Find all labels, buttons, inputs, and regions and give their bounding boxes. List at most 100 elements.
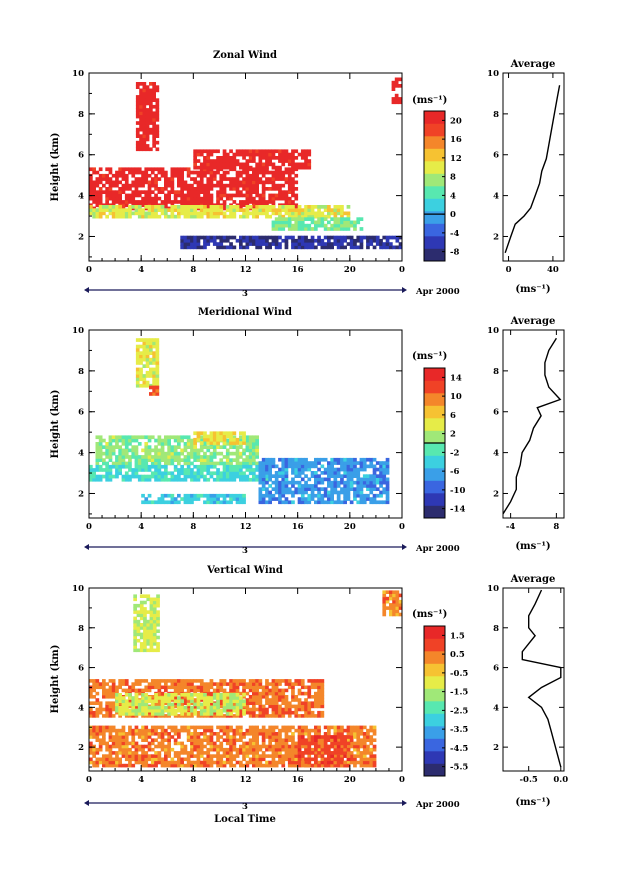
heatmap-cell bbox=[190, 693, 194, 697]
heatmap-cell bbox=[291, 165, 295, 170]
heatmap-cell bbox=[232, 458, 237, 462]
heatmap-cell bbox=[209, 712, 214, 716]
heatmap-cell bbox=[281, 461, 286, 465]
heatmap-cell bbox=[320, 741, 325, 746]
heatmap-cell bbox=[102, 725, 106, 730]
heatmap-cell bbox=[167, 493, 171, 498]
heatmap-cell bbox=[307, 487, 312, 491]
heatmap-cell bbox=[139, 645, 144, 649]
heatmap-cell bbox=[245, 196, 250, 201]
heatmap-cell bbox=[196, 685, 201, 690]
heatmap-cell bbox=[164, 180, 168, 185]
heatmap-cell bbox=[108, 735, 113, 739]
heatmap-cell bbox=[92, 471, 96, 476]
heatmap-cell bbox=[137, 477, 142, 482]
heatmap-cell bbox=[167, 725, 171, 730]
heatmap-cell bbox=[391, 80, 396, 85]
heatmap-cell bbox=[111, 714, 116, 718]
heatmap-cell bbox=[147, 477, 152, 482]
heatmap-cell bbox=[203, 702, 207, 707]
heatmap-cell bbox=[245, 682, 250, 686]
heatmap-cell bbox=[216, 760, 220, 765]
heatmap-cell bbox=[284, 728, 289, 733]
heatmap-cell bbox=[284, 208, 289, 212]
heatmap-cell bbox=[137, 214, 142, 219]
heatmap-cell bbox=[95, 180, 100, 185]
heatmap-cell bbox=[160, 474, 165, 479]
heatmap-cell bbox=[177, 205, 181, 209]
heatmap-cell bbox=[134, 708, 139, 713]
heatmap-cell bbox=[219, 763, 224, 768]
heatmap-cell bbox=[115, 705, 119, 710]
heatmap-cell bbox=[160, 738, 165, 742]
heatmap-cell bbox=[98, 200, 103, 204]
heatmap-cell bbox=[173, 167, 178, 172]
heatmap-cell bbox=[359, 490, 364, 495]
heatmap-cell bbox=[128, 714, 132, 718]
heatmap-cell bbox=[336, 238, 341, 243]
heatmap-cell bbox=[155, 388, 160, 393]
heatmap-cell bbox=[268, 728, 272, 733]
heatmap-cell bbox=[134, 714, 139, 718]
heatmap-cell bbox=[291, 152, 295, 157]
heatmap-cell bbox=[346, 227, 351, 231]
heatmap-cell bbox=[265, 152, 269, 157]
heatmap-cell bbox=[271, 200, 276, 204]
heatmap-cell bbox=[330, 754, 334, 758]
heatmap-cell bbox=[258, 156, 263, 160]
heatmap-cell bbox=[356, 238, 361, 243]
heatmap-cell bbox=[142, 118, 147, 122]
heatmap-cell bbox=[115, 471, 119, 476]
heatmap-cell bbox=[281, 156, 286, 160]
heatmap-cell bbox=[152, 367, 156, 372]
heatmap-cell bbox=[242, 214, 246, 219]
heatmap-cell bbox=[268, 500, 272, 505]
heatmap-cell bbox=[304, 467, 308, 472]
heatmap-cell bbox=[258, 193, 263, 198]
heatmap-cell bbox=[297, 227, 302, 231]
heatmap-cell bbox=[144, 448, 149, 453]
heatmap-cell bbox=[304, 152, 308, 157]
heatmap-cell bbox=[164, 744, 168, 749]
heatmap-cell bbox=[314, 741, 318, 746]
heatmap-cell bbox=[137, 691, 142, 696]
heatmap-cell bbox=[89, 183, 93, 188]
heatmap-cell bbox=[180, 177, 184, 181]
heatmap-cell bbox=[154, 464, 158, 469]
heatmap-cell bbox=[160, 728, 165, 733]
heatmap-cell bbox=[294, 698, 299, 702]
heatmap-cell bbox=[186, 735, 191, 739]
heatmap-cell bbox=[147, 200, 152, 204]
heatmap-cell bbox=[89, 190, 93, 194]
heatmap-cell bbox=[115, 455, 119, 459]
heatmap-cell bbox=[152, 131, 156, 135]
heatmap-cell bbox=[206, 455, 211, 459]
heatmap-cell bbox=[98, 747, 103, 752]
heatmap-cell bbox=[291, 704, 295, 709]
heatmap-cell bbox=[105, 196, 109, 201]
heatmap-cell bbox=[199, 693, 204, 697]
heatmap-cell bbox=[287, 763, 292, 768]
heatmap-cell bbox=[154, 500, 158, 505]
heatmap-cell bbox=[356, 732, 361, 736]
heatmap-cell bbox=[291, 685, 295, 690]
heatmap-cell bbox=[274, 177, 279, 181]
heatmap-cell bbox=[297, 754, 302, 758]
heatmap-cell bbox=[216, 461, 220, 466]
heatmap-cell bbox=[242, 757, 246, 762]
heatmap-cell bbox=[340, 754, 344, 758]
heatmap-cell bbox=[284, 242, 289, 246]
heatmap-cell bbox=[294, 149, 299, 154]
heatmap-cell bbox=[268, 461, 272, 465]
heatmap-cell bbox=[137, 688, 142, 693]
heatmap-cell bbox=[284, 704, 289, 709]
heatmap-cell bbox=[274, 474, 279, 478]
heatmap-cell bbox=[156, 629, 160, 633]
x-tick-label: 0 bbox=[399, 265, 405, 275]
heatmap-cell bbox=[330, 497, 334, 501]
heatmap-cell bbox=[186, 190, 191, 194]
heatmap-cell bbox=[142, 377, 147, 382]
heatmap-cell bbox=[391, 100, 396, 105]
heatmap-cell bbox=[164, 442, 168, 446]
heatmap-cell bbox=[193, 754, 197, 758]
